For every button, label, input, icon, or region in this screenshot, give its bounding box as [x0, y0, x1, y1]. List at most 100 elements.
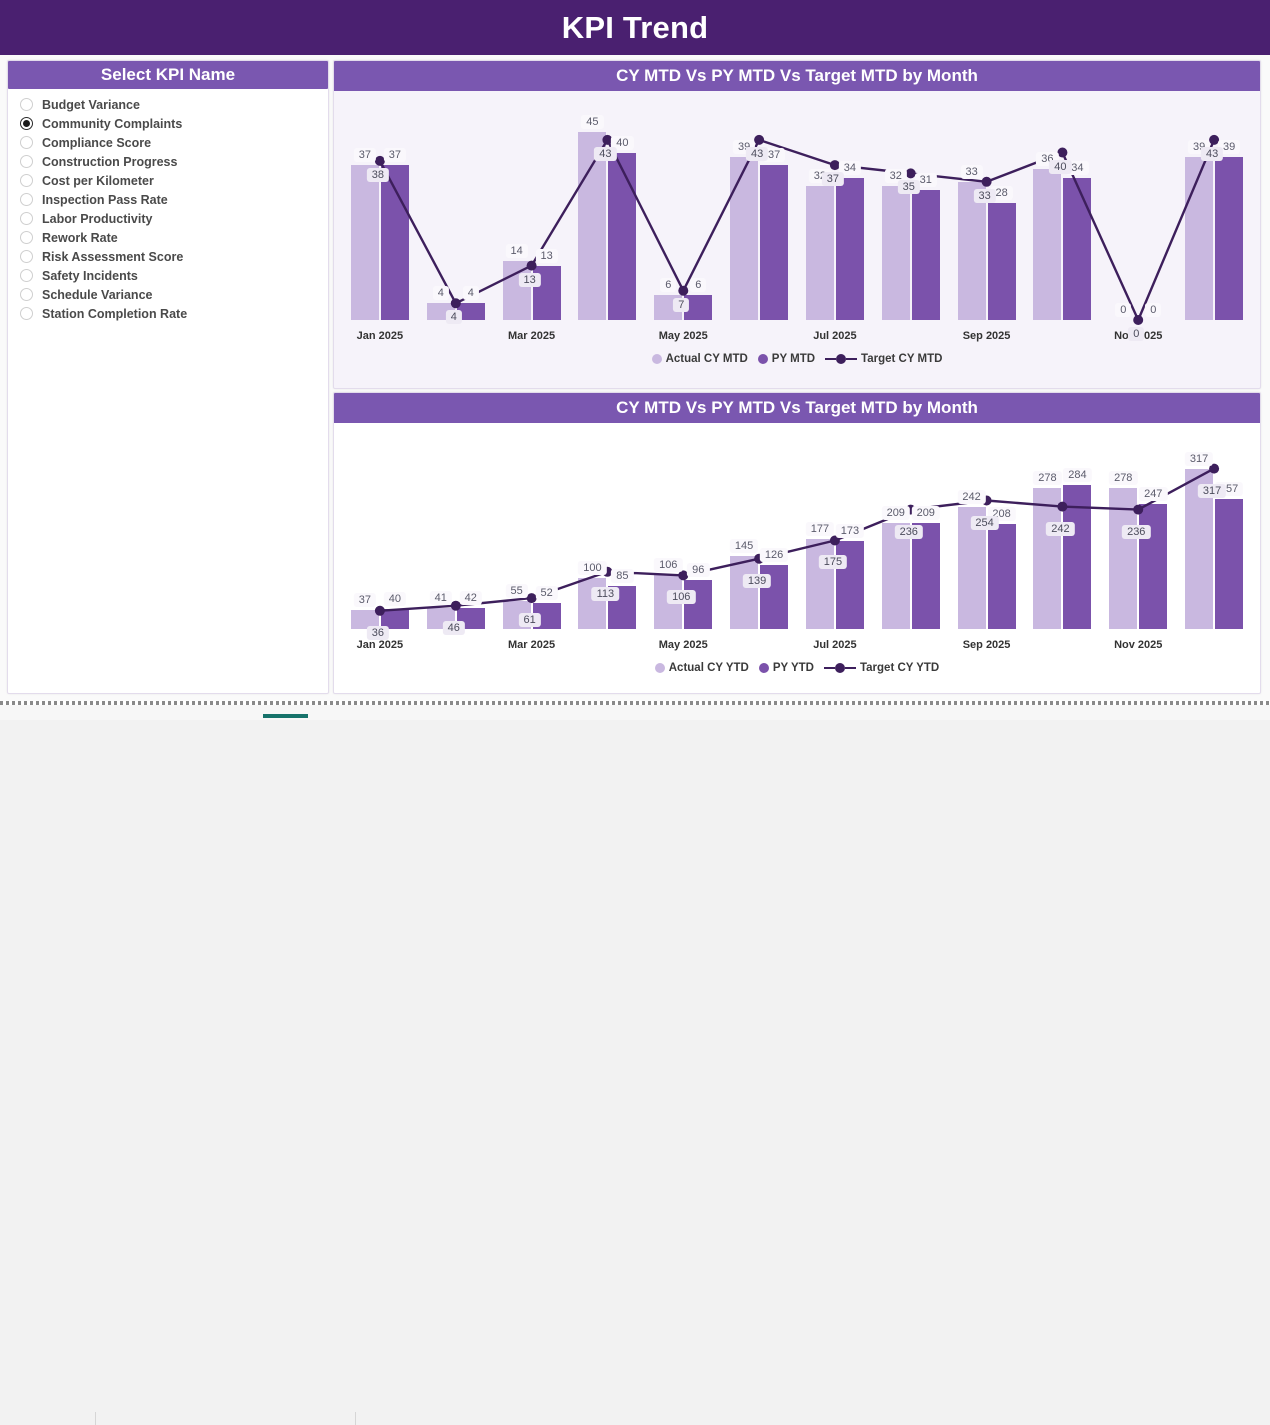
- slicer-option-risk-assessment-score[interactable]: Risk Assessment Score: [20, 247, 328, 266]
- bar-py[interactable]: [911, 523, 940, 629]
- legend-item[interactable]: Target CY YTD: [823, 662, 939, 674]
- bar-actual[interactable]: [957, 181, 986, 320]
- bar-py[interactable]: [835, 177, 864, 320]
- bar-actual[interactable]: [805, 539, 834, 629]
- month-group[interactable]: [721, 423, 797, 655]
- radio-icon[interactable]: [20, 269, 33, 282]
- bar-actual[interactable]: [350, 165, 379, 320]
- target-marker: [450, 298, 461, 309]
- bar-actual[interactable]: [730, 156, 759, 320]
- radio-icon[interactable]: [20, 98, 33, 111]
- legend-item[interactable]: Actual CY YTD: [654, 662, 749, 674]
- kpi-name-slicer[interactable]: Select KPI Name Budget Variance Community…: [7, 60, 329, 694]
- bar-py[interactable]: [608, 152, 637, 320]
- bar-py[interactable]: [1215, 499, 1244, 629]
- bar-actual[interactable]: [881, 523, 910, 629]
- month-group[interactable]: Nov 2025: [1100, 423, 1176, 655]
- target-marker: [981, 176, 992, 187]
- chart-legend-mtd[interactable]: Actual CY MTD PY MTD Target CY MTD: [334, 346, 1260, 372]
- plot-area-mtd[interactable]: Jan 2025 Mar 2025 May 2025 Jul 2025 Sep 2025…: [334, 91, 1260, 346]
- slicer-option-compliance-score[interactable]: Compliance Score: [20, 133, 328, 152]
- radio-icon[interactable]: [20, 307, 33, 320]
- bar-actual[interactable]: [1033, 488, 1062, 629]
- target-marker: [1133, 504, 1144, 515]
- bottom-strip: [0, 705, 1270, 1425]
- bar-py[interactable]: [380, 608, 409, 629]
- month-group[interactable]: [1025, 423, 1101, 655]
- legend-item[interactable]: Target CY MTD: [825, 353, 942, 365]
- bar-actual[interactable]: [1033, 169, 1062, 320]
- slicer-option-community-complaints[interactable]: Community Complaints: [20, 114, 328, 133]
- chart-legend-ytd[interactable]: Actual CY YTD PY YTD Target CY YTD: [334, 655, 1260, 681]
- slicer-option-construction-progress[interactable]: Construction Progress: [20, 152, 328, 171]
- data-label-actual: 6: [660, 277, 677, 292]
- month-group[interactable]: May 2025: [645, 423, 721, 655]
- bar-py[interactable]: [987, 523, 1016, 629]
- bar-py[interactable]: [760, 165, 789, 320]
- legend-swatch-icon: [757, 354, 768, 364]
- bar-py[interactable]: [1215, 156, 1244, 320]
- data-label-py: 34: [838, 160, 862, 175]
- bar-actual[interactable]: [730, 555, 759, 629]
- slicer-option-rework-rate[interactable]: Rework Rate: [20, 228, 328, 247]
- bar-actual[interactable]: [805, 186, 834, 320]
- data-label-py: 209: [911, 506, 940, 521]
- month-group[interactable]: [873, 91, 949, 346]
- legend-item[interactable]: PY YTD: [758, 662, 814, 674]
- radio-icon[interactable]: [20, 174, 33, 187]
- data-label-actual: 278: [1109, 471, 1138, 486]
- radio-icon[interactable]: [20, 136, 33, 149]
- slicer-option-list[interactable]: Budget Variance Community Complaints Compl…: [8, 89, 328, 693]
- slicer-option-cost-per-kilometer[interactable]: Cost per Kilometer: [20, 171, 328, 190]
- bar-py[interactable]: [684, 580, 713, 629]
- slicer-option-station-completion-rate[interactable]: Station Completion Rate: [20, 304, 328, 323]
- data-label-actual: 55: [505, 584, 528, 599]
- month-group[interactable]: [1025, 91, 1101, 346]
- bar-actual[interactable]: [1185, 156, 1214, 320]
- x-axis-tick-label: Sep 2025: [962, 330, 1011, 342]
- data-label-py: 6: [690, 277, 707, 292]
- slicer-option-inspection-pass-rate[interactable]: Inspection Pass Rate: [20, 190, 328, 209]
- plot-area-ytd[interactable]: Jan 2025 Mar 2025 May 2025 Jul 2025 Sep 2025…: [334, 423, 1260, 655]
- slicer-option-budget-variance[interactable]: Budget Variance: [20, 95, 328, 114]
- slicer-option-labor-productivity[interactable]: Labor Productivity: [20, 209, 328, 228]
- slicer-option-safety-incidents[interactable]: Safety Incidents: [20, 266, 328, 285]
- radio-icon[interactable]: [20, 288, 33, 301]
- month-group[interactable]: [1176, 91, 1252, 346]
- bar-py[interactable]: [911, 190, 940, 320]
- month-group[interactable]: [570, 91, 646, 346]
- radio-icon[interactable]: [20, 212, 33, 225]
- radio-icon[interactable]: [20, 231, 33, 244]
- radio-icon[interactable]: [20, 117, 33, 130]
- bar-py[interactable]: [1063, 177, 1092, 320]
- month-group[interactable]: Mar 2025: [494, 91, 570, 346]
- bar-py[interactable]: [1063, 485, 1092, 629]
- data-label-actual: 100: [578, 561, 607, 576]
- bar-py[interactable]: [987, 202, 1016, 320]
- radio-icon[interactable]: [20, 155, 33, 168]
- data-label-actual: 278: [1033, 471, 1062, 486]
- target-line-layer: [374, 463, 1220, 616]
- month-group[interactable]: Jan 2025: [342, 423, 418, 655]
- slicer-header: Select KPI Name: [8, 61, 328, 89]
- data-label-target: 242: [1046, 521, 1075, 536]
- bar-actual[interactable]: [502, 261, 531, 320]
- radio-icon[interactable]: [20, 250, 33, 263]
- slicer-option-schedule-variance[interactable]: Schedule Variance: [20, 285, 328, 304]
- month-group[interactable]: Sep 2025: [949, 91, 1025, 346]
- page-title: KPI Trend: [561, 9, 709, 45]
- radio-icon[interactable]: [20, 193, 33, 206]
- bar-py[interactable]: [456, 303, 485, 320]
- month-group[interactable]: Jul 2025: [797, 91, 873, 346]
- x-axis-tick-label: Mar 2025: [508, 639, 556, 651]
- data-label-target: 46: [442, 620, 465, 635]
- bar-actual[interactable]: [881, 186, 910, 320]
- data-label-py: 4: [462, 286, 479, 301]
- legend-item[interactable]: Actual CY MTD: [651, 353, 748, 365]
- legend-item[interactable]: PY MTD: [757, 353, 815, 365]
- bar-actual[interactable]: [350, 610, 379, 629]
- month-group[interactable]: [721, 91, 797, 346]
- month-group[interactable]: [873, 423, 949, 655]
- bar-actual[interactable]: [1109, 488, 1138, 629]
- data-label-py: 85: [611, 569, 634, 583]
